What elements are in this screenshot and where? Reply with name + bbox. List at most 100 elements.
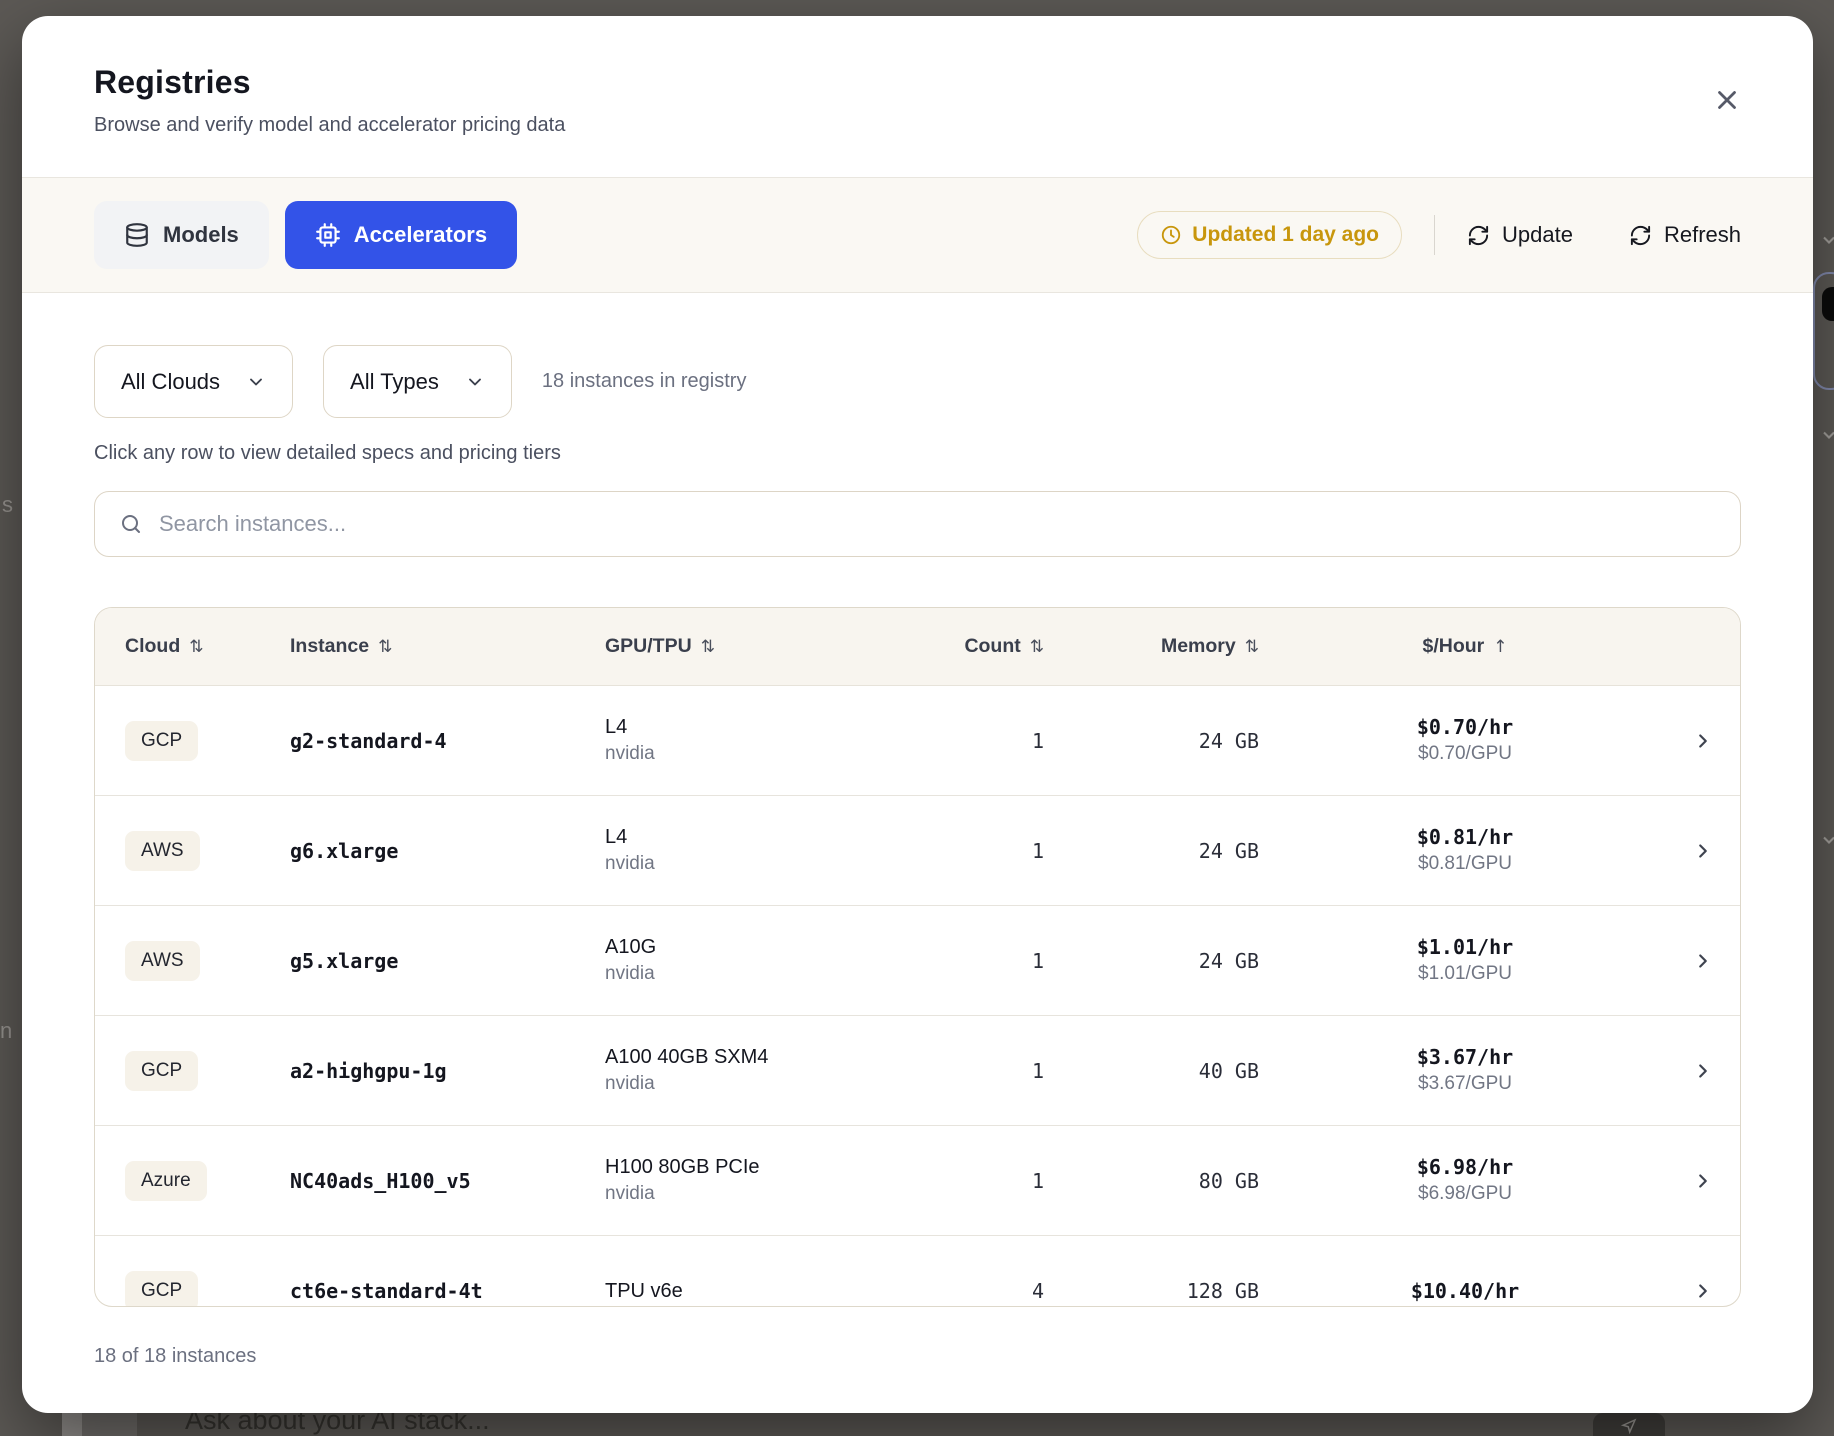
sort-icon: ⇅: [1029, 636, 1044, 657]
paper-plane-icon: [1620, 1417, 1638, 1435]
update-button-label: Update: [1502, 222, 1573, 247]
price-per-hour: $1.01/hr: [1416, 935, 1514, 959]
price-per-gpu: $0.70/GPU: [1418, 743, 1512, 764]
background-avatar-ring: [1813, 272, 1834, 390]
chevron-down-icon: [246, 372, 266, 392]
instance-name: g5.xlarge: [290, 948, 399, 973]
tab-models[interactable]: Models: [94, 201, 269, 269]
column-header-count[interactable]: Count ⇅: [905, 635, 1050, 658]
hint-text: Click any row to view detailed specs and…: [94, 442, 561, 464]
price-per-hour: $10.40/hr: [1410, 1278, 1520, 1303]
cloud-filter-select[interactable]: All Clouds: [94, 345, 294, 418]
gpu-count: 1: [1031, 948, 1044, 973]
sort-icon: ⇅: [1244, 636, 1259, 657]
column-header-gpu[interactable]: GPU/TPU ⇅: [605, 635, 905, 658]
type-filter-value: All Types: [350, 368, 439, 394]
chevron-right-icon: [1692, 840, 1714, 862]
modal-content: All Clouds All Types 18 instances in reg…: [22, 345, 1813, 1369]
column-header-price[interactable]: $/Hour ↑: [1265, 635, 1665, 658]
instance-name: g6.xlarge: [290, 838, 399, 863]
search-input[interactable]: [159, 511, 1716, 537]
filters-row: All Clouds All Types 18 instances in reg…: [94, 345, 1741, 418]
gpu-name: L4: [605, 826, 628, 848]
column-label: Memory: [1160, 635, 1236, 657]
update-button[interactable]: Update: [1467, 222, 1573, 248]
sort-icon: ↑: [1493, 636, 1508, 657]
table-row[interactable]: AWS g6.xlarge L4 nvidia 1 24 GB $0.81/hr…: [95, 796, 1740, 906]
background-panel-fragment: [82, 1411, 137, 1436]
search-bar: [94, 491, 1741, 557]
database-icon: [124, 222, 150, 248]
price-per-hour: $0.70/hr: [1416, 715, 1514, 739]
price-per-hour: $0.81/hr: [1416, 825, 1514, 849]
memory-value: 40 GB: [1198, 1058, 1259, 1083]
cloud-badge: GCP: [125, 1050, 199, 1091]
table-row[interactable]: AWS g5.xlarge A10G nvidia 1 24 GB $1.01/…: [95, 906, 1740, 1016]
toolbar: Models Accelerators Updated 1 day ago: [22, 178, 1813, 293]
memory-value: 80 GB: [1198, 1168, 1259, 1193]
sort-icon: ⇅: [700, 636, 715, 657]
memory-value: 24 GB: [1198, 948, 1259, 973]
gpu-name: H100 80GB PCIe: [605, 1156, 760, 1178]
cloud-badge: GCP: [125, 1271, 199, 1306]
gpu-vendor: nvidia: [605, 1073, 655, 1094]
table-footer-count: 18 of 18 instances: [94, 1345, 257, 1367]
column-header-instance[interactable]: Instance ⇅: [290, 635, 605, 658]
refresh-button[interactable]: Refresh: [1629, 222, 1741, 248]
table-row[interactable]: GCP g2-standard-4 L4 nvidia 1 24 GB $0.7…: [95, 686, 1740, 796]
chevron-right-icon: [1692, 1170, 1714, 1192]
refresh-button-label: Refresh: [1663, 222, 1741, 247]
column-label: Instance: [290, 635, 370, 657]
close-button[interactable]: [1705, 78, 1749, 122]
chevron-right-icon: [1692, 1060, 1714, 1082]
clock-icon: [1160, 224, 1182, 246]
cloud-badge: AWS: [125, 830, 200, 871]
price-per-hour: $6.98/hr: [1416, 1155, 1514, 1179]
tab-accelerators[interactable]: Accelerators: [284, 201, 518, 269]
column-label: GPU/TPU: [605, 635, 692, 657]
price-per-hour: $3.67/hr: [1416, 1045, 1514, 1069]
background-clipped-text: s: [2, 492, 13, 517]
background-send-button: [1593, 1413, 1665, 1436]
page-title: Registries: [94, 64, 251, 100]
tab-label: Accelerators: [353, 222, 488, 247]
instance-name: ct6e-standard-4t: [290, 1279, 483, 1303]
chevron-down-icon: [1819, 830, 1834, 850]
toolbar-actions: Updated 1 day ago Update: [1137, 211, 1741, 259]
price-per-gpu: $0.81/GPU: [1418, 853, 1512, 874]
memory-value: 24 GB: [1198, 728, 1259, 753]
instance-name: g2-standard-4: [290, 728, 447, 753]
cloud-badge: Azure: [125, 1160, 207, 1201]
chevron-down-icon: [1819, 425, 1834, 445]
column-header-cloud[interactable]: Cloud ⇅: [95, 635, 290, 658]
gpu-vendor: nvidia: [605, 1183, 655, 1204]
price-per-gpu: $3.67/GPU: [1418, 1073, 1512, 1094]
cloud-filter-value: All Clouds: [121, 368, 221, 394]
table-row[interactable]: GCP a2-highgpu-1g A100 40GB SXM4 nvidia …: [95, 1016, 1740, 1126]
tab-group: Models Accelerators: [94, 201, 518, 269]
vertical-divider: [1434, 215, 1435, 255]
refresh-icon: [1467, 224, 1490, 247]
table-row[interactable]: Azure NC40ads_H100_v5 H100 80GB PCIe nvi…: [95, 1126, 1740, 1236]
background-clipped-text: n: [0, 1018, 13, 1043]
table-row[interactable]: GCP ct6e-standard-4t TPU v6e 4 128 GB $1…: [95, 1236, 1740, 1306]
column-header-memory[interactable]: Memory ⇅: [1050, 635, 1265, 658]
chevron-down-icon: [1819, 230, 1834, 250]
chevron-right-icon: [1692, 730, 1714, 752]
gpu-name: A100 40GB SXM4: [605, 1046, 769, 1068]
chevron-down-icon: [465, 372, 485, 392]
gpu-name: L4: [605, 716, 628, 738]
chip-icon: [315, 222, 341, 248]
updated-badge: Updated 1 day ago: [1137, 211, 1402, 259]
gpu-count: 1: [1031, 838, 1044, 863]
type-filter-select[interactable]: All Types: [323, 345, 512, 418]
modal-header: Registries Browse and verify model and a…: [22, 16, 1813, 178]
gpu-count: 1: [1031, 1058, 1044, 1083]
gpu-count: 1: [1031, 1168, 1044, 1193]
price-per-gpu: $6.98/GPU: [1418, 1183, 1512, 1204]
page-subtitle: Browse and verify model and accelerator …: [94, 114, 566, 136]
gpu-vendor: nvidia: [605, 963, 655, 984]
gpu-vendor: nvidia: [605, 853, 655, 874]
instance-name: a2-highgpu-1g: [290, 1058, 447, 1083]
price-per-gpu: $1.01/GPU: [1418, 963, 1512, 984]
